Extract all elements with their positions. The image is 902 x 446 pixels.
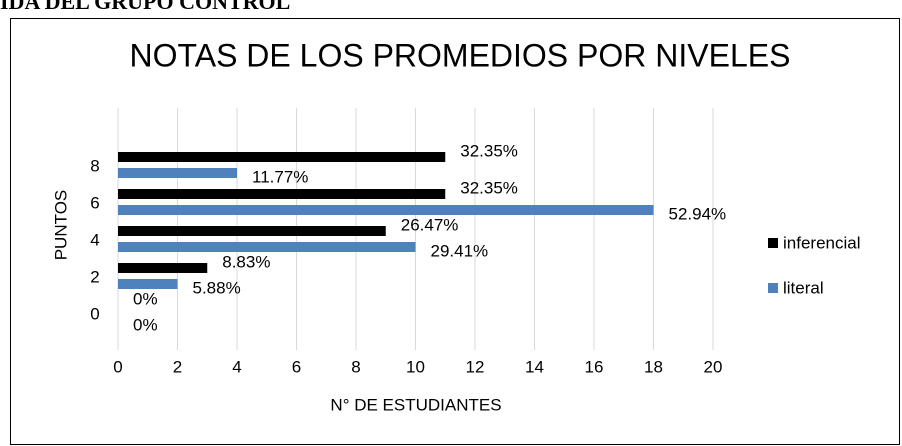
bar <box>118 242 416 252</box>
bar <box>118 152 446 162</box>
y-axis-label: PUNTOS <box>51 190 70 261</box>
data-label: 0% <box>133 315 158 334</box>
page-heading: IDA DEL GRUPO CONTROL <box>0 0 290 14</box>
bar <box>118 189 446 199</box>
data-label: 52.94% <box>669 204 727 223</box>
legend-label: literal <box>783 278 824 297</box>
y-tick-label: 4 <box>90 230 99 249</box>
legend-swatch <box>768 238 778 248</box>
x-tick-label: 14 <box>525 357 544 376</box>
x-tick-label: 18 <box>644 357 663 376</box>
bar <box>118 263 208 273</box>
data-label: 29.41% <box>431 241 489 260</box>
data-label: 32.35% <box>460 141 518 160</box>
y-tick-label: 2 <box>90 267 99 286</box>
data-label: 11.77% <box>252 167 308 186</box>
chart-frame <box>10 18 900 445</box>
data-label: 5.88% <box>193 278 241 297</box>
legend-label: inferencial <box>783 233 861 252</box>
x-tick-label: 10 <box>406 357 425 376</box>
x-tick-label: 16 <box>585 357 604 376</box>
bar <box>118 226 386 236</box>
data-label: 26.47% <box>401 215 459 234</box>
bar <box>118 168 237 178</box>
legend-swatch <box>768 283 778 293</box>
x-tick-label: 8 <box>351 357 360 376</box>
x-axis-label: N° DE ESTUDIANTES <box>330 395 501 414</box>
data-label: 8.83% <box>222 252 270 271</box>
x-tick-label: 6 <box>292 357 301 376</box>
y-tick-label: 8 <box>90 156 99 175</box>
chart-title: NOTAS DE LOS PROMEDIOS POR NIVELES <box>130 37 791 73</box>
y-tick-label: 6 <box>90 193 99 212</box>
data-label: 32.35% <box>460 178 518 197</box>
x-tick-label: 12 <box>466 357 485 376</box>
bar <box>118 279 178 289</box>
data-label: 0% <box>133 289 158 308</box>
x-tick-label: 0 <box>113 357 122 376</box>
bar <box>118 205 654 215</box>
x-tick-label: 2 <box>173 357 182 376</box>
x-tick-label: 4 <box>232 357 241 376</box>
y-tick-label: 0 <box>90 304 99 323</box>
x-tick-label: 20 <box>704 357 723 376</box>
